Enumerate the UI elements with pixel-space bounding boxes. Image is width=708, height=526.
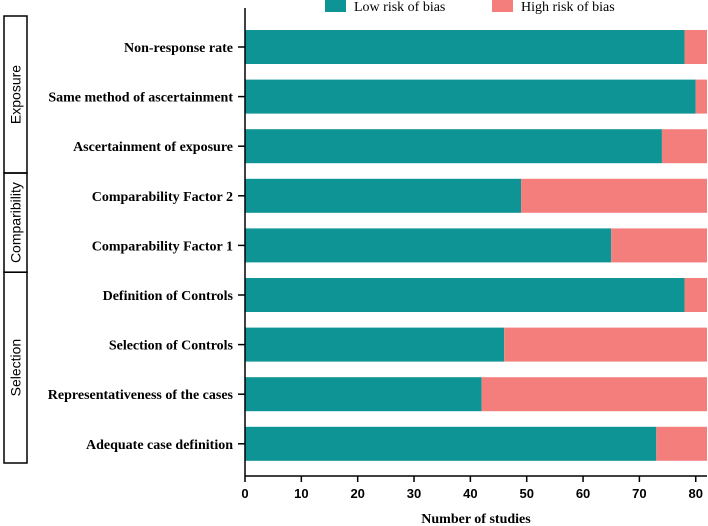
legend: Low risk of bias High risk of bias	[325, 0, 615, 15]
legend-swatch-low-risk	[325, 0, 346, 12]
bar-high-8	[656, 426, 707, 461]
axes: 0 10 20 30 40 50 60 70 80	[238, 8, 707, 501]
group-label-comparibility: Comparibility	[8, 182, 24, 263]
category-label-4: Comparability Factor 1	[92, 239, 233, 254]
category-groups: Exposure Comparibility Selection	[3, 15, 28, 464]
category-labels: Non-response rate Same method of ascertai…	[48, 41, 234, 453]
bars	[245, 30, 707, 461]
bar-low-3	[245, 178, 522, 213]
bar-high-6	[504, 327, 707, 362]
category-label-7: Representativeness of the cases	[48, 388, 234, 403]
bar-high-0	[684, 30, 707, 64]
bar-low-2	[245, 129, 662, 164]
bar-low-7	[245, 377, 482, 412]
bar-high-5	[684, 278, 707, 312]
bar-low-4	[245, 228, 612, 263]
category-label-1: Same method of ascertainment	[48, 91, 233, 106]
legend-swatch-high-risk	[492, 0, 513, 12]
x-tick-label-60: 60	[576, 486, 590, 501]
bar-high-3	[521, 178, 707, 213]
category-label-5: Definition of Controls	[103, 289, 234, 304]
x-tick-label-70: 70	[632, 486, 646, 501]
category-label-8: Adequate case definition	[86, 438, 233, 453]
group-label-selection: Selection	[8, 339, 24, 397]
x-tick-label-40: 40	[463, 486, 477, 501]
category-label-2: Ascertainment of exposure	[73, 140, 233, 155]
x-tick-label-10: 10	[294, 486, 308, 501]
category-label-3: Comparability Factor 2	[92, 190, 233, 205]
bar-low-5	[245, 278, 685, 312]
bar-low-8	[245, 426, 657, 461]
bar-low-6	[245, 327, 505, 362]
bar-high-4	[611, 228, 707, 263]
legend-label-low-risk: Low risk of bias	[354, 0, 445, 15]
x-tick-label-0: 0	[241, 486, 248, 501]
bar-high-2	[661, 129, 707, 164]
x-tick-label-80: 80	[688, 486, 702, 501]
bar-low-0	[245, 30, 685, 64]
bar-high-1	[695, 79, 707, 114]
legend-label-high-risk: High risk of bias	[521, 0, 615, 15]
x-tick-label-50: 50	[519, 486, 533, 501]
x-tick-label-30: 30	[407, 486, 421, 501]
x-axis-label: Number of studies	[421, 512, 531, 526]
x-tick-label-20: 20	[350, 486, 364, 501]
bar-low-1	[245, 79, 696, 114]
category-label-6: Selection of Controls	[109, 339, 234, 354]
group-label-exposure: Exposure	[8, 65, 24, 124]
category-label-0: Non-response rate	[124, 41, 233, 56]
bar-high-7	[481, 377, 707, 412]
group-box-selection	[3, 271, 28, 464]
